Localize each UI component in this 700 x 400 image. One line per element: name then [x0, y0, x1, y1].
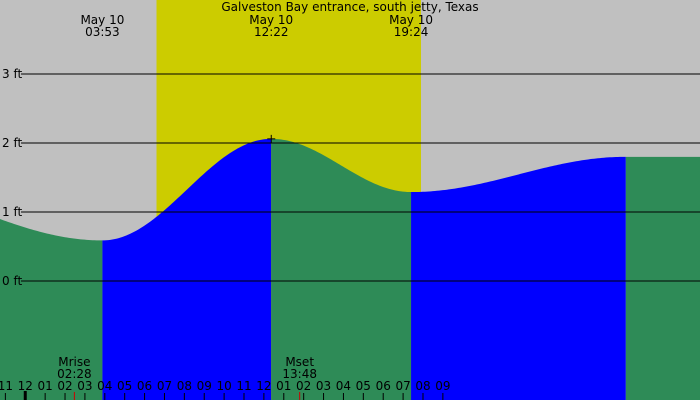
hour-tick-label: 03 [77, 379, 92, 393]
moon-event-label: Mrise [58, 355, 90, 369]
rising-tide-area [102, 138, 272, 400]
hour-tick-label: 09 [435, 379, 450, 393]
hour-tick-label: 12 [18, 379, 33, 393]
falling-tide-area [271, 138, 412, 400]
y-tick-label: 1 ft [2, 205, 22, 219]
y-axis-labels: 3 ft 2 ft 1 ft 0 ft [2, 67, 22, 288]
tide-areas [0, 138, 700, 400]
tide-event-time: 03:53 [85, 25, 120, 39]
falling-tide-area [0, 219, 103, 400]
hour-tick-label: 01 [38, 379, 53, 393]
hour-tick-label: 10 [216, 379, 231, 393]
hour-tick-label: 02 [296, 379, 311, 393]
hour-tick-label: 06 [376, 379, 391, 393]
hour-tick-label: 08 [177, 379, 192, 393]
hour-tick-label: 09 [197, 379, 212, 393]
moon-event-time: 02:28 [57, 367, 92, 381]
tide-event-date: May 10 [249, 13, 293, 27]
hour-tick-label: 12 [256, 379, 271, 393]
y-tick-label: 2 ft [2, 136, 22, 150]
hour-tick-label: 11 [236, 379, 251, 393]
y-tick-label: 3 ft [2, 67, 22, 81]
tide-event-date: May 10 [80, 13, 124, 27]
moon-event-time: 13:48 [282, 367, 317, 381]
hour-tick-label: 02 [57, 379, 72, 393]
hour-tick-label: 06 [137, 379, 152, 393]
hour-tick-label: 05 [117, 379, 132, 393]
hour-tick-label: 07 [157, 379, 172, 393]
tide-event-date: May 10 [389, 13, 433, 27]
hour-tick-label: 04 [336, 379, 351, 393]
falling-tide-area [625, 156, 700, 400]
hour-tick-label: 01 [276, 379, 291, 393]
chart-title: Galveston Bay entrance, south jetty, Tex… [221, 0, 478, 14]
hour-tick-label: 08 [415, 379, 430, 393]
hour-tick-label: 04 [97, 379, 112, 393]
hour-tick-label: 05 [356, 379, 371, 393]
hour-axis: 11 12 01 02 03 04 05 06 07 08 09 10 11 12 01 02 03 04 05 06… [0, 379, 451, 400]
moon-event-label: Mset [285, 355, 314, 369]
tide-event-time: 19:24 [394, 25, 429, 39]
rising-tide-area [411, 156, 626, 400]
hour-tick-label: 07 [395, 379, 410, 393]
hour-tick-label: 11 [0, 379, 13, 393]
tide-event-time: 12:22 [254, 25, 289, 39]
y-tick-label: 0 ft [2, 274, 22, 288]
gridlines [21, 73, 700, 282]
hour-tick-label: 03 [316, 379, 331, 393]
